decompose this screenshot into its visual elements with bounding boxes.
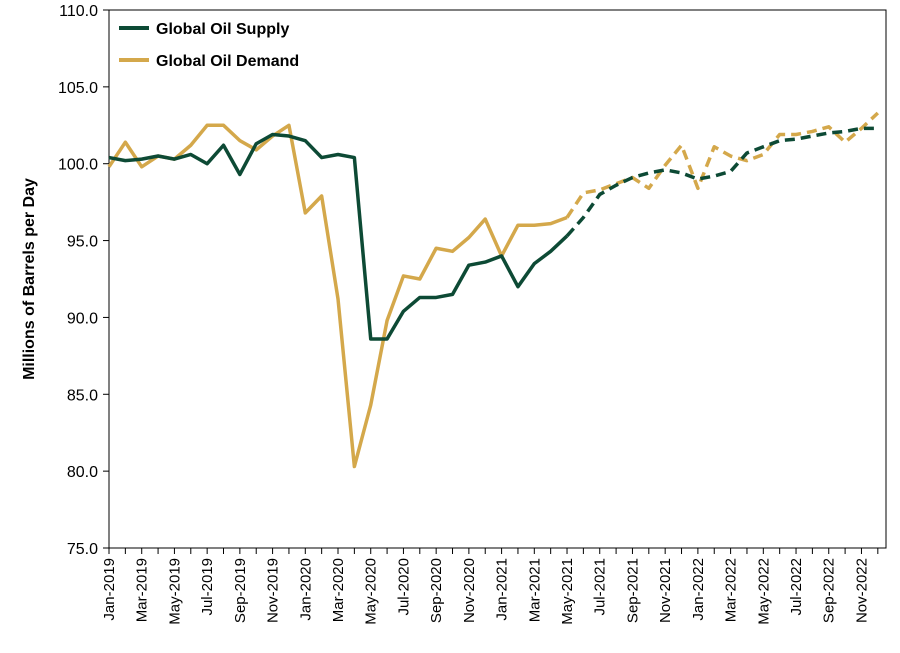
- x-tick-label: Sep-2019: [232, 558, 249, 623]
- series-line-demand-actual: [107, 123, 568, 469]
- y-tick-label: 110.0: [59, 3, 98, 20]
- x-tick-label: Sep-2020: [428, 558, 445, 623]
- y-tick-label: 85.0: [67, 387, 98, 404]
- x-tick-label: Sep-2021: [624, 558, 641, 623]
- legend-label-supply: Global Oil Supply: [156, 21, 289, 38]
- x-tick-label: Jul-2020: [395, 558, 412, 616]
- y-tick-label: 95.0: [67, 234, 98, 251]
- y-tick-label: 100.0: [58, 157, 98, 174]
- x-tick-label: Jul-2021: [592, 558, 609, 616]
- x-tick-label: Mar-2022: [723, 558, 740, 622]
- legend: Global Oil Supply Global Oil Demand: [119, 21, 299, 70]
- y-tick-label: 105.0: [58, 80, 98, 97]
- x-tick-label: Sep-2022: [821, 558, 838, 623]
- x-tick-label: Nov-2019: [265, 558, 282, 623]
- plot-area-frame: [108, 9, 887, 549]
- y-axis-title: Millions of Barrels per Day: [21, 178, 38, 380]
- x-tick-label: Jan-2021: [494, 558, 511, 621]
- x-tick-label: Mar-2019: [134, 558, 151, 622]
- series-line-supply-actual: [108, 132, 569, 341]
- y-axis-ticks: 75.0 80.0 85.0 90.0 95.0 100.0 105.0 110.0: [58, 3, 109, 558]
- x-tick-label: Jul-2022: [788, 558, 805, 616]
- x-axis-ticks: Jan-2019 Mar-2019 May-2019 Jul-2019 Sep-2019…: [101, 548, 879, 625]
- series-line-demand-projected: [565, 111, 880, 219]
- series-line-supply-projected: [565, 126, 878, 238]
- x-tick-label: May-2019: [166, 558, 183, 625]
- x-tick-label: Nov-2020: [461, 558, 478, 623]
- x-tick-label: Jan-2020: [297, 558, 314, 621]
- y-tick-label: 80.0: [67, 464, 98, 481]
- x-tick-label: Jul-2019: [199, 558, 216, 616]
- y-tick-label: 90.0: [67, 310, 98, 327]
- legend-label-demand: Global Oil Demand: [156, 53, 299, 70]
- x-tick-label: May-2020: [363, 558, 380, 625]
- x-tick-label: Jan-2019: [101, 558, 118, 621]
- series-lines: [107, 111, 880, 469]
- y-tick-label: 75.0: [67, 541, 98, 558]
- x-tick-label: Mar-2021: [526, 558, 543, 622]
- x-tick-label: Nov-2022: [853, 558, 870, 623]
- x-tick-label: Mar-2020: [330, 558, 347, 622]
- x-tick-label: May-2022: [755, 558, 772, 625]
- x-tick-label: May-2021: [559, 558, 576, 625]
- x-tick-label: Jan-2022: [690, 558, 707, 621]
- x-tick-label: Nov-2021: [657, 558, 674, 623]
